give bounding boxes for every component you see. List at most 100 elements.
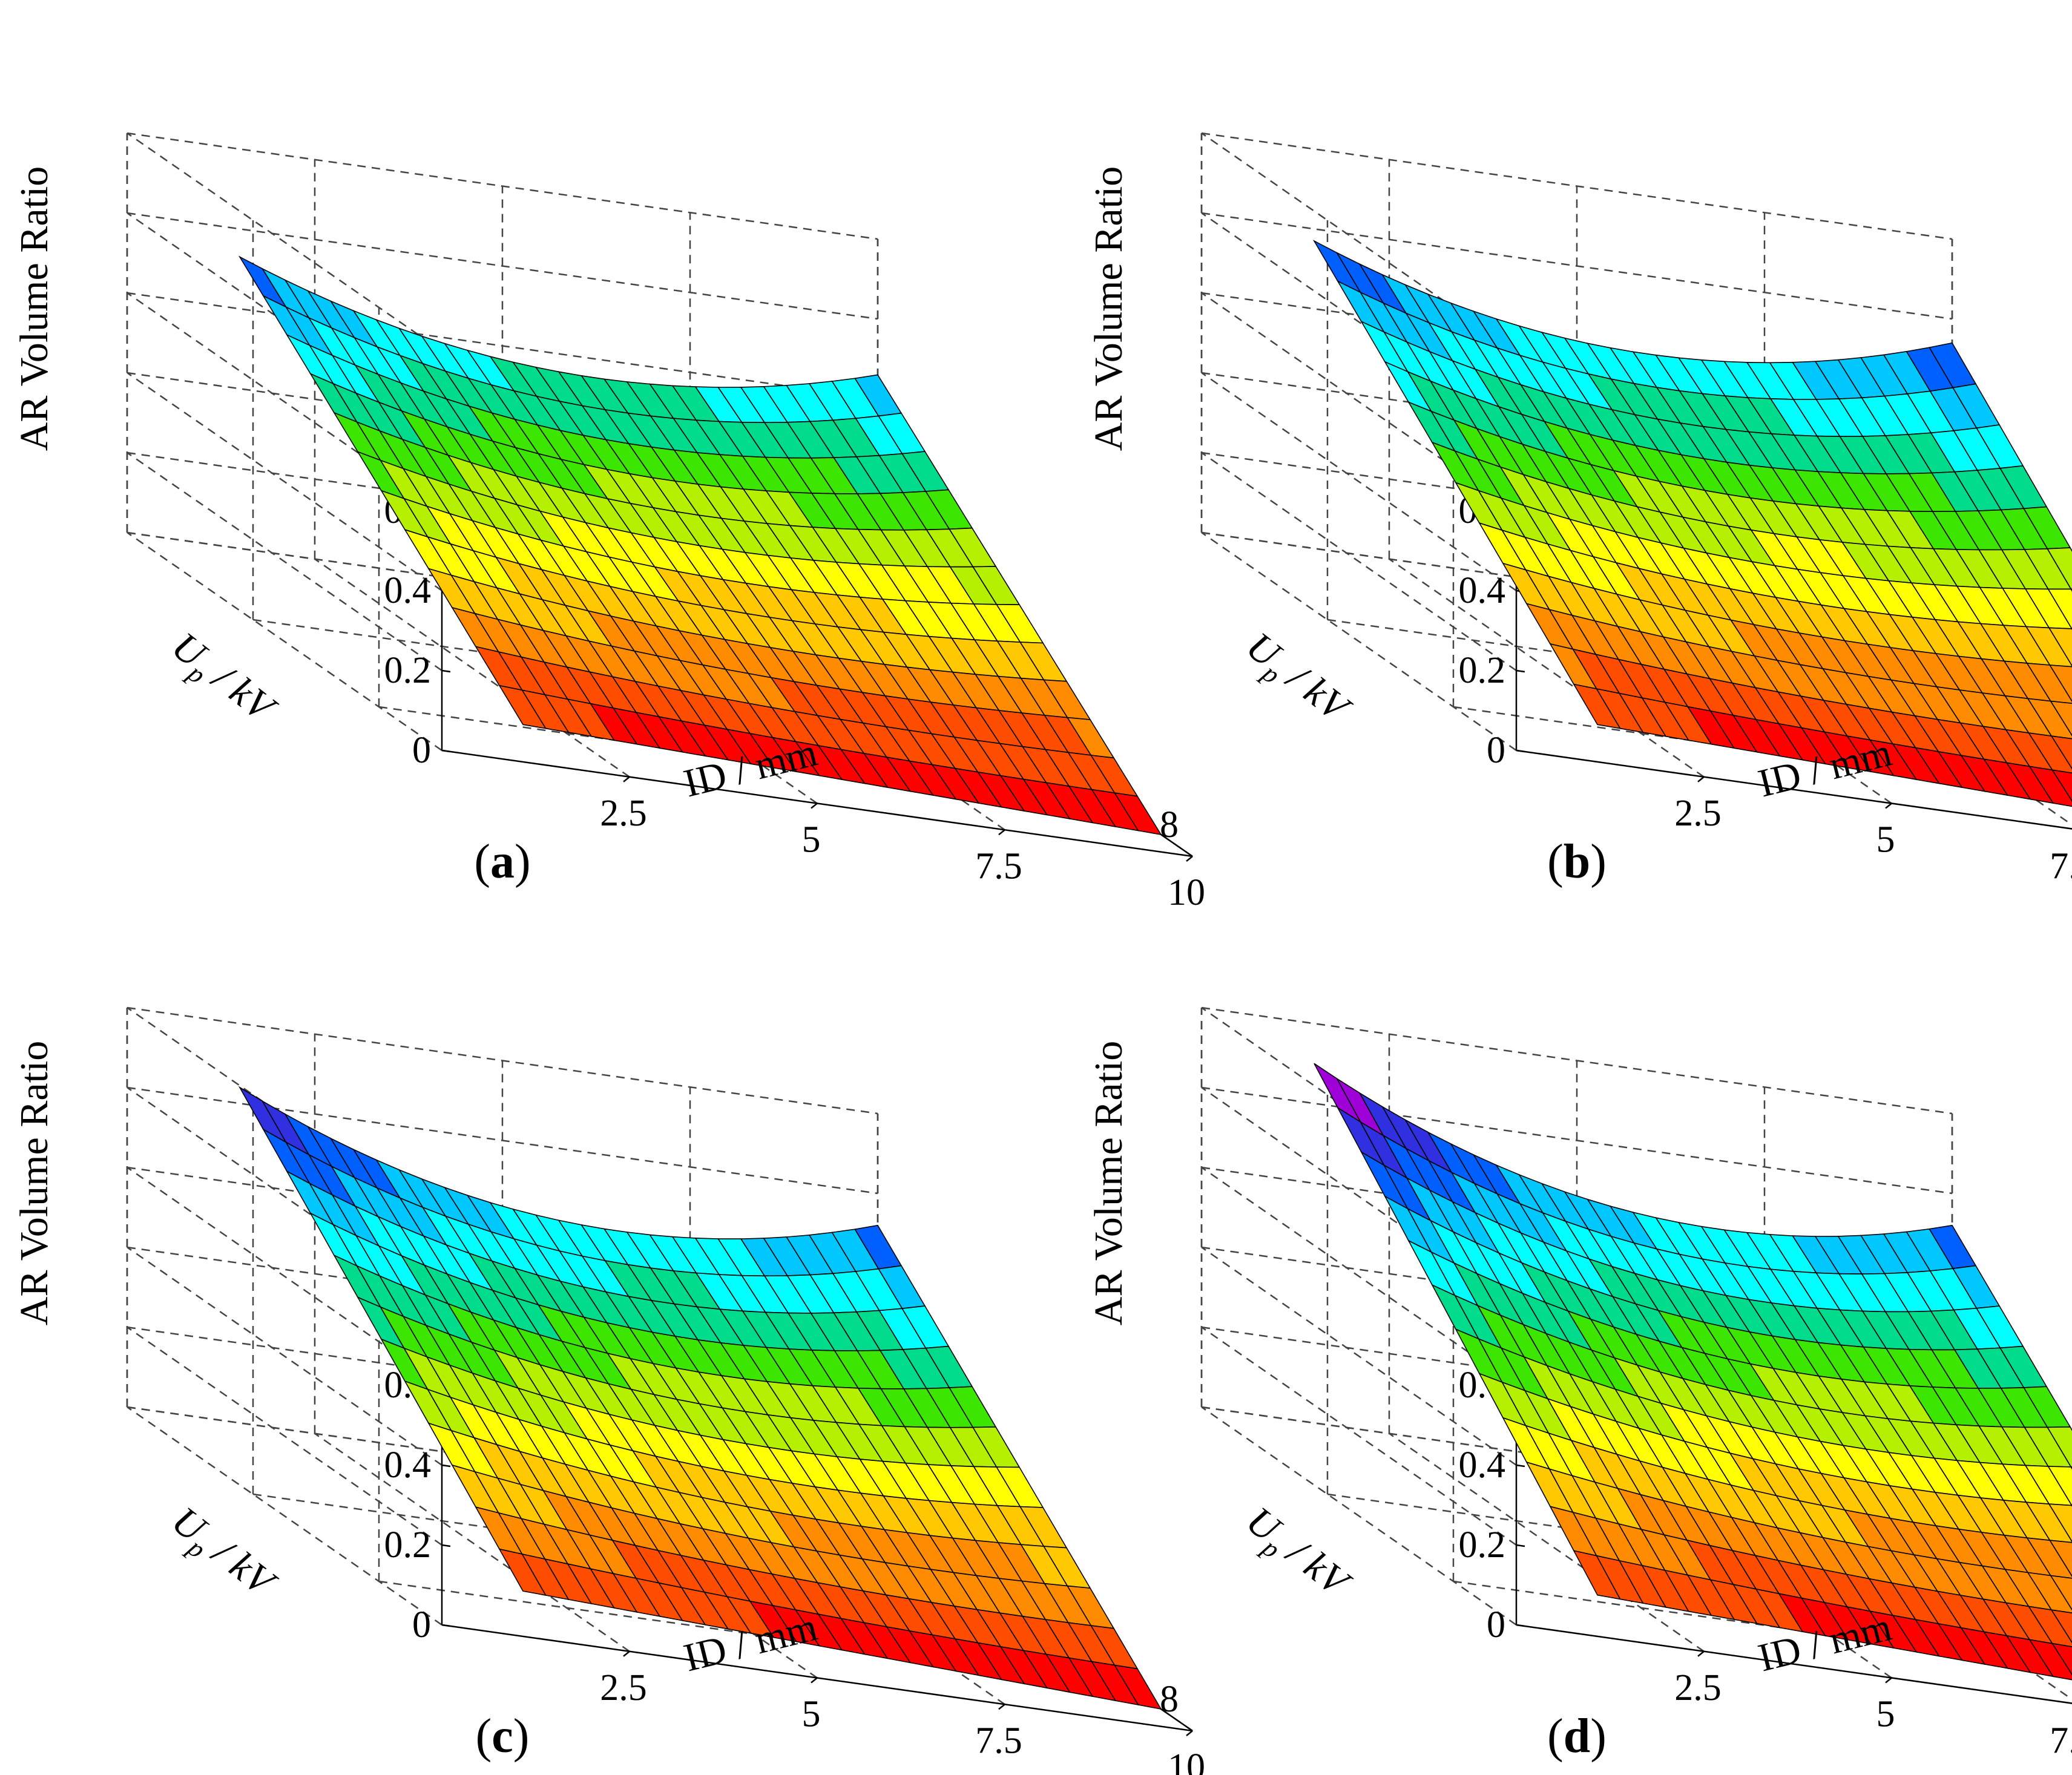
grid-line-x [314,558,630,778]
z-axis-label: AR Volume Ratio [12,1041,56,1326]
z-tick-label: 0.2 [384,650,432,691]
panel-label: (a) [474,835,530,888]
x-tick-label: 5 [802,1694,821,1735]
surface [1314,1063,2072,1681]
z-tick-label: 0.4 [1459,570,1506,611]
grid-line-z [127,1246,442,1466]
x-tick-label: 7.5 [2050,845,2072,887]
panel-label: (d) [1547,1710,1607,1763]
grid-line-z [1201,132,1953,240]
z-tick-label: 0.2 [1459,650,1506,691]
z-tick-label: 0.2 [384,1524,432,1566]
x-tick-label: 5 [802,819,821,861]
z-tick-label: 0 [412,1604,431,1645]
z-tick-mark [1516,749,1525,753]
grid-line-z [127,132,878,240]
panel-label: (c) [476,1710,530,1763]
y-tick-label: 8 [1160,1679,1179,1720]
grid-line-z [127,531,442,752]
surface-patch [2048,1540,2072,1577]
z-tick-label: 0.2 [1459,1524,1506,1566]
y-axis-label: Up / kV [1234,1498,1360,1612]
z-tick-label: 0.4 [384,1445,432,1486]
x-tick-mark [811,1677,818,1684]
surface [1312,240,2072,807]
x-tick-mark [623,1650,630,1657]
y-axis-label: Up / kV [1234,624,1360,738]
grid-line-z [1201,1406,1517,1626]
x-tick-label: 2.5 [1674,1667,1722,1708]
grid-line-z [127,1326,442,1546]
x-tick-mark [998,1704,1005,1710]
z-tick-label: 0.4 [1459,1445,1506,1486]
surface-patch [2047,1426,2072,1468]
grid-line-z [1201,1246,1517,1466]
surface-patch [2050,700,2072,737]
panel-a: 00.20.40.60.812.557.51081012AR Volume Ra… [12,132,1205,913]
surface-patch [2050,735,2072,770]
z-tick-mark [441,1544,451,1547]
y-axis-label: Up / kV [160,624,285,738]
panel-c: 00.20.40.60.812.557.51081012AR Volume Ra… [12,1006,1205,1775]
grid-line-x [1389,1432,1705,1652]
x-tick-mark [1885,1677,1892,1684]
surface-patch [2050,1609,2072,1644]
x-tick-label: 10 [1168,872,1205,913]
surface-patch [2048,664,2072,703]
y-tick-label: 8 [1160,804,1179,845]
z-tick-label: 0 [412,730,431,771]
surface-patch [2050,1575,2072,1611]
grid-line-z [127,1406,442,1626]
y-axis-label: Up / kV [160,1498,285,1612]
x-tick-mark [998,829,1005,836]
grid-line-z [127,132,442,352]
z-axis-label: AR Volume Ratio [1087,1041,1131,1326]
x-tick-mark [623,776,630,783]
x-tick-mark [1697,776,1705,783]
z-tick-mark [441,749,451,753]
z-tick-mark [1516,669,1525,673]
x-tick-label: 10 [1168,1747,1205,1775]
z-axis-label: AR Volume Ratio [1087,166,1131,451]
surface-patch [2051,769,2072,802]
grid-line-z [1201,451,1517,672]
z-tick-label: 0 [1487,1604,1505,1645]
x-tick-mark [1885,802,1892,809]
x-tick-label: 7.5 [975,845,1022,887]
x-tick-mark [1186,1730,1193,1736]
grid-line-z [1201,531,1517,752]
panel-d: 00.20.40.60.812.557.51081012AR Volume Ra… [1087,1006,2072,1763]
grid-line-z [127,372,442,592]
grid-line-z [1201,1326,1517,1546]
z-tick-mark [1516,1464,1525,1468]
x-tick-label: 2.5 [600,793,647,834]
z-tick-mark [1516,1624,1525,1627]
x-tick-mark [1697,1650,1705,1657]
panel-b: 00.20.40.60.812.557.51081012AR Volume Ra… [1087,132,2072,888]
z-tick-mark [441,1624,451,1627]
x-tick-mark [1186,856,1193,862]
surface [238,255,1162,836]
surface-patch [2047,547,2072,590]
x-tick-label: 7.5 [2050,1720,2072,1761]
z-tick-mark [441,1464,451,1468]
grid-line-z [1201,1166,1517,1386]
x-tick-mark [811,802,818,809]
x-tick-label: 2.5 [600,1667,647,1708]
x-tick-label: 5 [1876,1694,1895,1735]
z-tick-mark [441,669,451,673]
z-tick-mark [1516,1544,1525,1547]
grid-line-x [1389,558,1705,778]
z-axis-label: AR Volume Ratio [12,166,56,451]
x-tick-label: 2.5 [1674,793,1722,834]
panel-label: (b) [1547,835,1607,888]
grid-line-z [1201,372,1517,592]
grid-line-z [127,451,442,672]
x-tick-label: 5 [1876,819,1895,861]
surface [238,1086,1162,1710]
surface-patch [1113,792,1162,836]
surface-patch [2051,1642,2072,1676]
z-tick-label: 0.4 [384,570,432,611]
z-tick-label: 0 [1487,730,1505,771]
